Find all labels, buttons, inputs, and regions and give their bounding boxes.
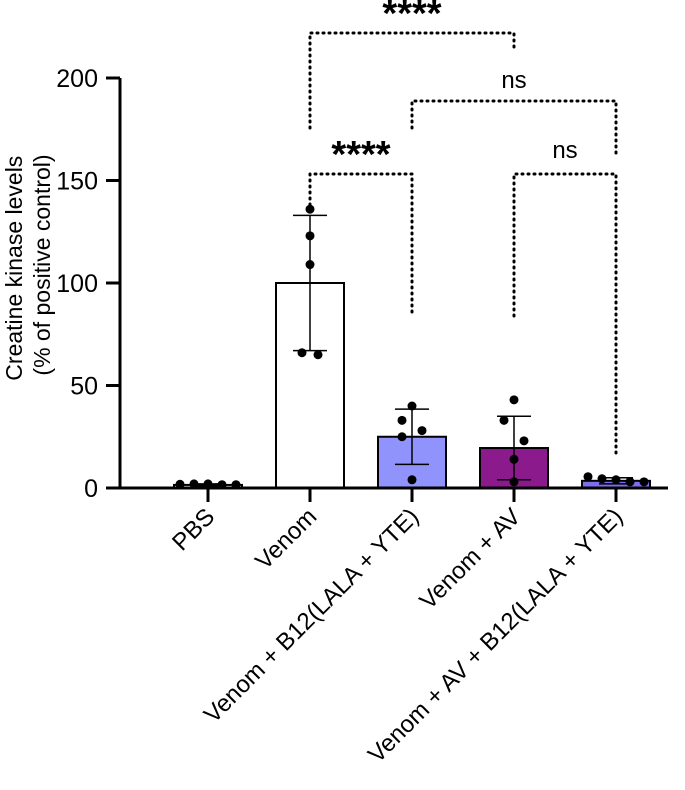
data-point-2-3 (397, 432, 407, 442)
data-point-3-2 (519, 436, 529, 446)
data-point-3-0 (509, 395, 519, 405)
y-tick-label-4: 200 (56, 65, 98, 93)
data-point-2-4 (407, 475, 417, 485)
data-point-3-4 (509, 477, 519, 487)
data-point-0-1 (189, 479, 199, 489)
bar-1 (275, 282, 345, 489)
y-axis-label-line2: (% of positive control) (29, 154, 55, 375)
data-point-2-2 (417, 426, 427, 436)
significance-bracket-1 (410, 99, 618, 160)
x-tick-label-3: Venom + AV (415, 503, 527, 615)
significance-label-0: **** (382, 0, 441, 35)
data-point-2-1 (397, 415, 407, 425)
data-point-3-3 (509, 454, 519, 464)
data-point-4-0 (583, 472, 593, 482)
x-tick-label-1: Venom (250, 503, 322, 575)
significance-bracket-2 (308, 172, 414, 318)
data-point-1-4 (313, 350, 323, 360)
data-point-4-3 (625, 477, 635, 487)
data-point-3-1 (499, 415, 509, 425)
data-point-4-1 (597, 474, 607, 484)
y-tick-label-0: 0 (84, 475, 98, 503)
y-axis-label-line1: Creatine kinase levels (1, 156, 27, 381)
data-point-2-0 (407, 401, 417, 411)
y-tick-label-3: 150 (56, 168, 98, 196)
data-point-1-1 (305, 231, 315, 241)
significance-label-2: **** (331, 134, 390, 176)
data-point-0-2 (203, 479, 213, 489)
data-point-4-2 (611, 475, 621, 485)
significance-bracket-0 (308, 31, 516, 130)
data-point-1-2 (305, 260, 315, 270)
significance-label-3: ns (552, 137, 577, 164)
y-tick-label-1: 50 (70, 373, 98, 401)
data-point-4-4 (639, 477, 649, 487)
y-axis-label: Creatine kinase levels (% of positive co… (1, 149, 55, 380)
x-tick-label-0: PBS (167, 503, 220, 556)
significance-bracket-3 (512, 172, 618, 460)
significance-label-1: ns (501, 67, 526, 94)
data-point-1-3 (297, 348, 307, 358)
y-tick-label-2: 100 (56, 270, 98, 298)
x-tick-label-2: Venom + B12(LALA + YTE) (199, 503, 424, 728)
data-point-1-0 (305, 204, 315, 214)
